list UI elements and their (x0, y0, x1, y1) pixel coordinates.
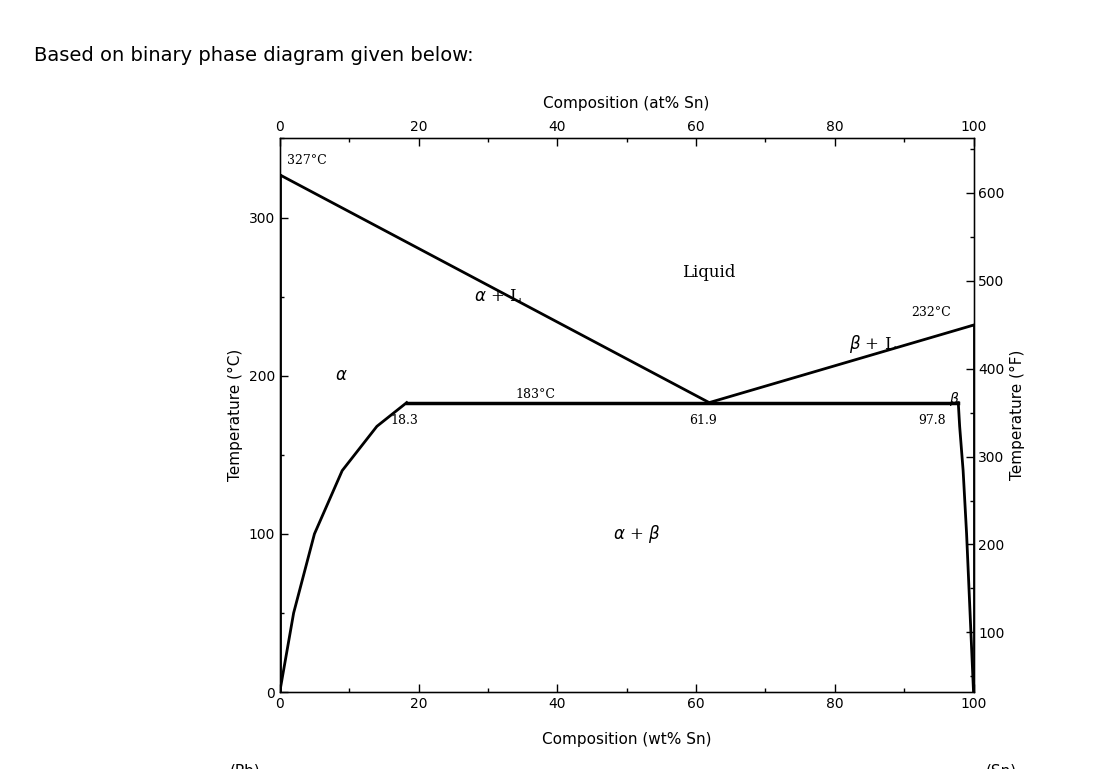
Text: $\alpha$ + L: $\alpha$ + L (474, 288, 523, 305)
Text: 18.3: 18.3 (391, 414, 419, 427)
Y-axis label: Temperature (°C): Temperature (°C) (228, 349, 243, 481)
Text: Based on binary phase diagram given below:: Based on binary phase diagram given belo… (34, 46, 473, 65)
Text: 327°C: 327°C (286, 154, 327, 167)
Text: $\alpha$: $\alpha$ (336, 368, 348, 384)
X-axis label: Composition (at% Sn): Composition (at% Sn) (544, 96, 709, 112)
Text: $\beta$ + L: $\beta$ + L (848, 333, 896, 355)
Text: $\alpha$ + $\beta$: $\alpha$ + $\beta$ (613, 523, 660, 545)
X-axis label: Composition (wt% Sn): Composition (wt% Sn) (542, 732, 712, 747)
Text: Liquid: Liquid (683, 265, 735, 281)
Text: 232°C: 232°C (911, 306, 951, 319)
Text: 61.9: 61.9 (689, 414, 717, 427)
Text: 183°C: 183°C (516, 388, 556, 401)
Text: $\beta$: $\beta$ (949, 391, 960, 408)
Y-axis label: Temperature (°F): Temperature (°F) (1010, 350, 1025, 481)
Text: (Sn): (Sn) (986, 764, 1017, 769)
Text: (Pb): (Pb) (229, 764, 261, 769)
Text: 97.8: 97.8 (918, 414, 946, 427)
